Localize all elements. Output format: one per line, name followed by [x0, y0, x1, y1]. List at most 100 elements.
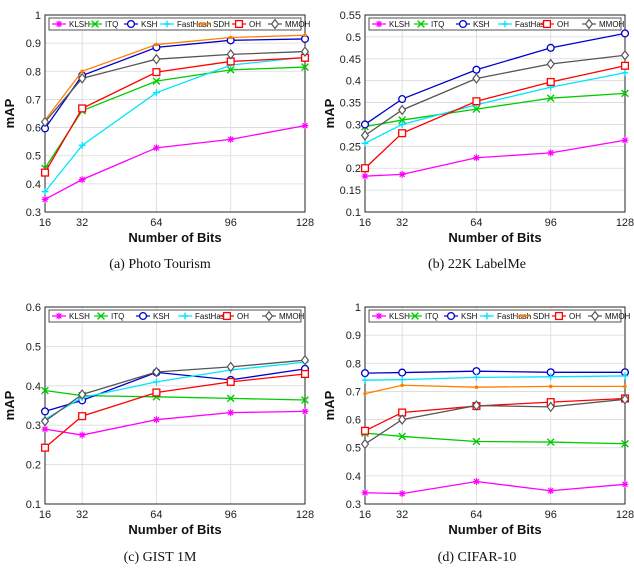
legend-label: SDH: [533, 312, 550, 321]
x-tick-label: 128: [616, 217, 634, 229]
data-point-oh: [40, 168, 50, 177]
data-point-itq: [621, 439, 629, 448]
y-tick-label: 0.45: [340, 54, 361, 66]
panel-caption: (c) GIST 1M: [124, 550, 197, 565]
y-tick-label: 0.9: [346, 330, 361, 342]
y-tick-label: 0.9: [26, 38, 41, 50]
legend-marker: [590, 310, 600, 322]
legend-marker: [501, 20, 509, 28]
legend-marker: [97, 312, 105, 320]
x-tick-label: 64: [150, 509, 162, 521]
legend-marker: [483, 312, 491, 320]
data-point-sdh: [363, 391, 367, 396]
legend-label: KLSH: [69, 312, 90, 321]
legend-marker: [201, 22, 205, 26]
legend-label: KLSH: [389, 20, 410, 29]
data-point-ksh: [360, 120, 370, 129]
x-tick-label: 96: [545, 509, 557, 521]
legend-label: KSH: [473, 20, 490, 29]
legend-marker: [55, 312, 63, 320]
data-point-klsh: [621, 136, 629, 144]
data-point-klsh: [398, 490, 406, 497]
data-point-itq: [621, 89, 629, 98]
data-point-sdh: [474, 385, 479, 390]
y-tick-label: 0.25: [340, 141, 361, 153]
legend-marker: [126, 19, 136, 29]
chart-panel-1: 0.3 0.4 0.5 0.6 0.7 0.8 0.9 1 16 32 64 96 128 Number …: [2, 10, 314, 272]
legend-marker: [222, 311, 232, 321]
x-tick-label: 64: [150, 217, 162, 229]
data-point-klsh: [41, 425, 49, 433]
legend-marker: [521, 314, 525, 318]
data-point-klsh: [473, 154, 480, 162]
data-point-itq: [301, 396, 309, 404]
panel-caption: (a) Photo Tourism: [109, 257, 211, 272]
data-point-itq: [398, 116, 407, 124]
data-point-mmoh: [546, 58, 555, 70]
legend-label: ITQ: [105, 20, 118, 29]
y-tick-label: 0.6: [26, 302, 41, 314]
data-point-sdh: [228, 35, 233, 40]
x-tick-label: 32: [396, 509, 408, 521]
data-point-mmoh: [300, 46, 310, 57]
data-point-klsh: [41, 195, 49, 203]
x-tick-label: 16: [359, 509, 371, 521]
data-point-klsh: [153, 416, 160, 424]
x-tick-label: 64: [470, 217, 482, 229]
x-tick-label: 96: [225, 217, 237, 229]
data-point-itq: [301, 63, 309, 71]
y-tick-label: 0.4: [346, 76, 361, 88]
y-tick-label: 0.5: [26, 341, 41, 353]
data-point-ksh: [620, 29, 630, 38]
data-point-mmoh: [546, 401, 555, 413]
data-point-ksh: [40, 407, 50, 416]
data-point-mmoh: [620, 393, 630, 405]
y-tick-label: 1: [355, 302, 361, 314]
legend-label: MMOH: [605, 312, 631, 321]
y-tick-label: 0.6: [26, 123, 41, 135]
legend: KLSH ITQ KSH FastHash OH MMOH: [48, 309, 305, 323]
y-tick-label: 0.3: [346, 499, 361, 511]
data-point-klsh: [361, 489, 369, 497]
y-tick-label: 0.7: [346, 386, 361, 398]
legend-label: ITQ: [425, 312, 438, 321]
x-tick-label: 96: [545, 217, 557, 229]
legend-marker: [542, 19, 552, 29]
plot-frame: [364, 14, 626, 213]
data-point-oh: [360, 164, 370, 173]
legend-label: ITQ: [111, 312, 124, 321]
data-point-mmoh: [77, 389, 87, 400]
data-point-mmoh: [472, 73, 481, 84]
x-tick-label: 96: [225, 509, 237, 521]
data-point-mmoh: [40, 116, 50, 128]
x-tick-label: 64: [470, 509, 482, 521]
y-axis-title: mAP: [322, 98, 337, 128]
x-tick-label: 32: [396, 217, 408, 229]
data-point-fasthash: [398, 121, 406, 128]
y-tick-label: 0.35: [340, 98, 361, 110]
y-tick-label: 0.1: [26, 499, 41, 511]
data-point-oh: [78, 104, 87, 113]
data-point-sdh: [303, 33, 307, 38]
y-tick-label: 0.4: [346, 471, 361, 483]
data-point-oh: [78, 412, 87, 421]
x-axis-title: Number of Bits: [128, 522, 221, 537]
data-point-mmoh: [397, 414, 407, 425]
y-axis-title: mAP: [2, 390, 17, 420]
data-point-mmoh: [152, 53, 161, 65]
y-tick-label: 0.8: [26, 66, 41, 78]
data-point-klsh: [361, 172, 369, 180]
data-point-fasthash: [547, 373, 555, 381]
data-point-mmoh: [360, 130, 370, 141]
legend-label: KLSH: [69, 20, 90, 29]
legend-marker: [55, 20, 63, 28]
legend-label: KSH: [141, 20, 158, 29]
legend-box: [368, 17, 622, 31]
data-point-oh: [152, 388, 161, 397]
data-point-ksh: [398, 368, 407, 377]
legend-label: FastHash: [177, 20, 211, 29]
y-tick-label: 0.3: [346, 119, 361, 131]
legend-marker: [163, 20, 171, 28]
x-tick-label: 128: [296, 509, 314, 521]
legend-label: KSH: [153, 312, 170, 321]
